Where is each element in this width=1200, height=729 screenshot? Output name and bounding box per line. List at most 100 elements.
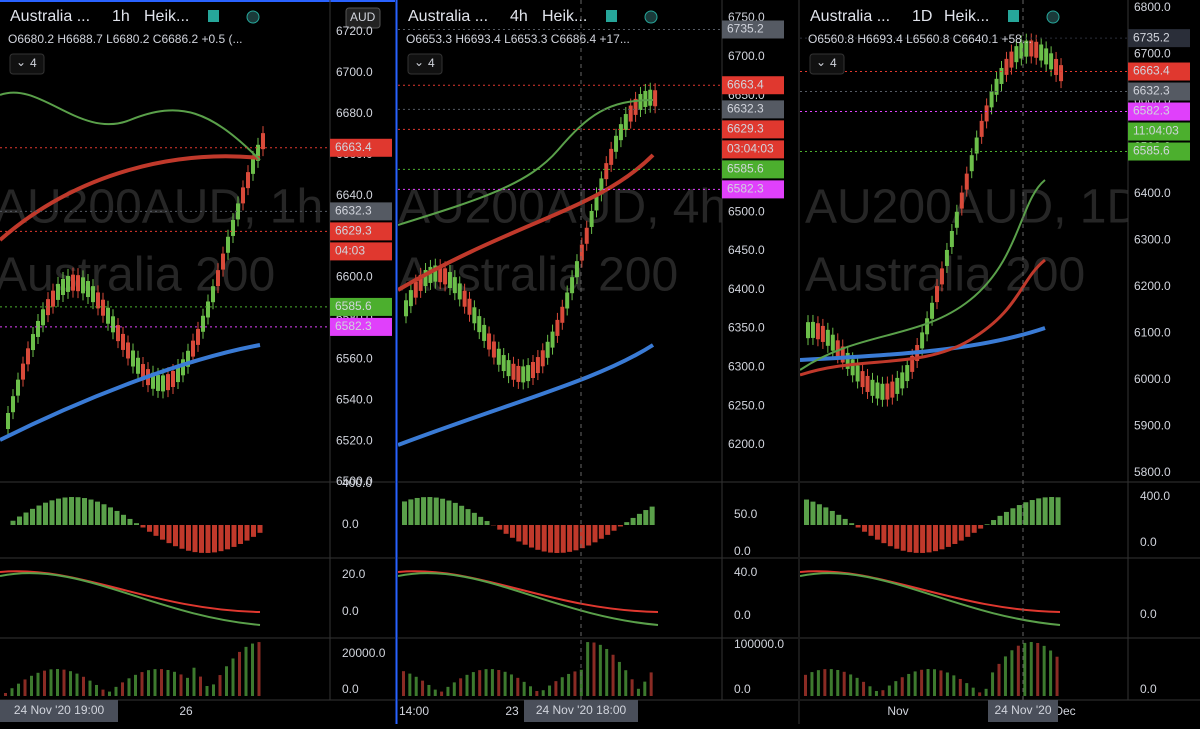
chart-style: Heik... bbox=[944, 8, 989, 25]
candle bbox=[497, 349, 501, 365]
price-tag-text: 6632.3 bbox=[335, 204, 372, 218]
price-tag-text: 6663.4 bbox=[727, 77, 764, 91]
candle bbox=[156, 375, 160, 391]
candle bbox=[546, 342, 550, 358]
price-label: 6520.0 bbox=[336, 433, 373, 447]
candle bbox=[861, 371, 865, 387]
volume-bar bbox=[1017, 646, 1020, 696]
histogram-bar bbox=[593, 525, 598, 542]
volume-bar bbox=[485, 669, 488, 696]
histogram-bar bbox=[618, 525, 623, 526]
candle bbox=[96, 292, 100, 308]
candle bbox=[565, 292, 569, 308]
price-label: 6450.0 bbox=[728, 243, 765, 257]
volume-bar bbox=[180, 674, 183, 696]
histogram-bar bbox=[24, 513, 29, 525]
price-label: 6640.0 bbox=[336, 188, 373, 202]
candle bbox=[26, 348, 30, 364]
histogram-bar bbox=[186, 525, 191, 551]
candle bbox=[1044, 48, 1048, 64]
volume-bar bbox=[548, 686, 551, 696]
candle bbox=[414, 282, 418, 298]
histogram-bar bbox=[933, 525, 938, 551]
histogram-bar bbox=[952, 525, 957, 544]
histogram-bar bbox=[225, 525, 230, 549]
candle bbox=[261, 133, 265, 149]
histogram-bar bbox=[836, 515, 841, 525]
volume-bar bbox=[516, 678, 519, 696]
histogram-bar bbox=[650, 507, 655, 525]
candle bbox=[575, 261, 579, 277]
candle bbox=[131, 351, 135, 367]
status-dot bbox=[247, 11, 259, 23]
candle bbox=[995, 79, 999, 95]
volume-bar bbox=[599, 645, 602, 696]
price-tag-text: 6632.3 bbox=[1133, 84, 1170, 98]
status-dot bbox=[645, 11, 657, 23]
chart-style: Heik... bbox=[144, 8, 189, 25]
candle bbox=[930, 303, 934, 319]
histogram-bar bbox=[985, 524, 990, 525]
volume-bar bbox=[523, 682, 526, 696]
candle bbox=[1004, 59, 1008, 75]
sub-axis-label: 100000.0 bbox=[734, 637, 784, 651]
candle bbox=[531, 362, 535, 378]
histogram-bar bbox=[1017, 505, 1022, 525]
histogram-bar bbox=[612, 525, 617, 531]
histogram-bar bbox=[817, 504, 822, 525]
histogram-bar bbox=[160, 525, 165, 540]
price-tag-text: 11:04:03 bbox=[1133, 124, 1179, 138]
sub-axis-label: 0.0 bbox=[342, 604, 359, 618]
candle bbox=[56, 284, 60, 300]
candle bbox=[492, 342, 496, 358]
status-dot bbox=[1047, 11, 1059, 23]
candle bbox=[836, 340, 840, 356]
oscillator-line bbox=[800, 571, 1060, 612]
chevron: ⌄ bbox=[16, 55, 26, 69]
histogram-bar bbox=[927, 525, 932, 552]
candle bbox=[409, 290, 413, 306]
candle bbox=[990, 91, 994, 107]
ohlc-values: O6680.2 H6688.7 L6680.2 C6686.2 +0.5 (..… bbox=[8, 32, 243, 46]
histogram-bar bbox=[875, 525, 880, 540]
price-label: 6700.0 bbox=[728, 49, 765, 63]
candle bbox=[76, 275, 80, 291]
volume-bar bbox=[160, 669, 163, 696]
indicator-count: 4 bbox=[428, 56, 435, 70]
candle bbox=[136, 358, 140, 374]
price-tag-text: 6735.2 bbox=[727, 22, 764, 36]
histogram-bar bbox=[37, 506, 42, 525]
histogram-bar bbox=[415, 498, 420, 525]
candle bbox=[851, 359, 855, 375]
candle bbox=[811, 322, 815, 338]
histogram-bar bbox=[466, 509, 471, 525]
histogram-bar bbox=[624, 522, 629, 525]
volume-bar bbox=[529, 686, 532, 696]
interval: 1D bbox=[912, 8, 932, 25]
price-tag-text: 03:04:03 bbox=[727, 142, 774, 156]
volume-bar bbox=[76, 674, 79, 696]
indicator-count: 4 bbox=[830, 56, 837, 70]
symbol-name: Australia ... bbox=[810, 8, 890, 25]
price-tag-text: 6735.2 bbox=[1133, 30, 1170, 44]
candle bbox=[541, 350, 545, 366]
candle bbox=[91, 286, 95, 302]
candle bbox=[985, 105, 989, 121]
price-tag-text: 6582.3 bbox=[1133, 104, 1170, 118]
price-tag-text: 6629.3 bbox=[335, 224, 372, 238]
volume-bar bbox=[186, 678, 189, 696]
flag-icon bbox=[1008, 10, 1019, 22]
candle bbox=[526, 365, 530, 381]
histogram-bar bbox=[219, 525, 224, 551]
interval: 4h bbox=[510, 8, 528, 25]
symbol-name: Australia ... bbox=[408, 8, 488, 25]
candle bbox=[166, 374, 170, 390]
histogram-bar bbox=[907, 525, 912, 552]
histogram-bar bbox=[11, 521, 16, 525]
candle bbox=[226, 237, 230, 253]
histogram-bar bbox=[888, 525, 893, 546]
histogram-bar bbox=[869, 525, 874, 536]
candle bbox=[216, 270, 220, 286]
